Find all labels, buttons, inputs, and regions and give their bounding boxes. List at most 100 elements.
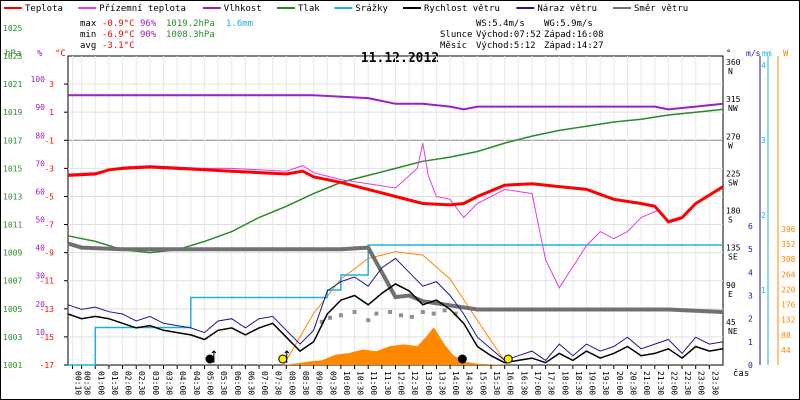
moonset-text: Západ:14:27 xyxy=(544,41,604,51)
hpa-tick-5: 1015 xyxy=(3,164,22,173)
time-tick-3: 01:30 xyxy=(110,371,119,395)
stat-max-temp: -0.9°C xyxy=(102,19,135,29)
ms-tick-3: 3 xyxy=(748,292,753,301)
deg-unit: ° xyxy=(726,49,731,59)
ms-tick-5: 1 xyxy=(748,338,753,347)
pct-tick-0: 100 xyxy=(31,75,46,84)
wind-dir-point-11 xyxy=(442,308,447,313)
dir-name-4: S xyxy=(728,216,733,225)
time-tick-17: 08:30 xyxy=(301,371,310,395)
time-tick-7: 03:30 xyxy=(165,371,174,395)
time-tick-9: 04:30 xyxy=(192,371,201,395)
time-tick-14: 07:00 xyxy=(260,371,269,395)
mm-tick-2: 2 xyxy=(761,211,766,220)
mm-tick-0: 4 xyxy=(761,61,766,70)
chart-title: 11.12.2012 xyxy=(361,51,439,66)
wind-ws: WS:5.4m/s xyxy=(476,19,525,29)
wind-dir-point-5 xyxy=(374,311,379,316)
legend-label-1: Přízemní teplota xyxy=(99,4,186,14)
w-tick-1: 352 xyxy=(781,240,796,249)
pct-tick-8: 20 xyxy=(35,300,45,309)
legend-label-3: Tlak xyxy=(298,4,320,14)
time-tick-23: 11:30 xyxy=(383,371,392,395)
c-tick-0: 3 xyxy=(49,80,54,89)
time-tick-45: 22:30 xyxy=(683,371,692,395)
dir-name-1: NW xyxy=(728,104,738,113)
ms-unit: m/s xyxy=(746,49,761,58)
wind-wg: WG:5.9m/s xyxy=(544,19,593,29)
dir-name-2: W xyxy=(728,141,733,150)
time-tick-18: 09:00 xyxy=(315,371,324,395)
time-tick-32: 16:00 xyxy=(506,371,515,395)
pct-tick-3: 70 xyxy=(35,159,45,168)
ms-tick-1: 5 xyxy=(748,245,753,254)
time-tick-1: 00:30 xyxy=(83,371,92,395)
solar-area xyxy=(283,327,508,365)
dir-name-3: SW xyxy=(728,178,738,187)
marker-moonset xyxy=(457,354,467,364)
hpa-tick-3: 1019 xyxy=(3,108,22,117)
w-tick-3: 264 xyxy=(781,270,796,279)
ms-tick-6: 0 xyxy=(748,361,753,370)
c-tick-2: -1 xyxy=(44,136,54,145)
wind-dir-point-0 xyxy=(319,319,324,324)
time-tick-44: 22:00 xyxy=(669,371,678,395)
c-tick-8: -13 xyxy=(40,305,55,314)
hpa-tick-12: 1001 xyxy=(3,361,22,370)
dir-name-5: SE xyxy=(728,253,738,262)
hpa-unit: hPa xyxy=(5,49,21,59)
moonrise-text: Východ:5:12 xyxy=(476,41,536,51)
wind-dir-point-10 xyxy=(431,311,436,316)
dir-deg-3: 225 xyxy=(726,169,741,178)
legend-label-5: Rychlost větru xyxy=(424,4,500,14)
stat-rain: 1.6mm xyxy=(226,19,253,29)
hpa-tick-7: 1011 xyxy=(3,221,22,230)
stat-min-label: min xyxy=(80,30,96,40)
wind-dir-point-9 xyxy=(420,309,425,314)
legend-label-2: Vlhkost xyxy=(224,4,262,14)
c-unit: °C xyxy=(55,49,66,59)
dir-deg-7: 45 xyxy=(726,318,736,327)
time-tick-31: 15:30 xyxy=(492,371,501,395)
wind-dir-point-2 xyxy=(338,313,343,318)
legend-label-6: Náraz větru xyxy=(537,4,597,14)
wind-dir-point-7 xyxy=(398,313,403,318)
dir-deg-2: 270 xyxy=(726,132,741,141)
marker-arrow-moonrise xyxy=(211,350,217,363)
ground-temp-line xyxy=(67,142,724,289)
time-tick-42: 21:00 xyxy=(642,371,651,395)
time-tick-13: 06:30 xyxy=(246,371,255,395)
time-tick-41: 20:30 xyxy=(628,371,637,395)
marker-arrow-sunrise xyxy=(284,350,290,363)
c-tick-9: -15 xyxy=(40,333,55,342)
wind-dir-point-1 xyxy=(328,315,332,320)
time-tick-16: 08:00 xyxy=(287,371,296,395)
w-tick-5: 176 xyxy=(781,301,796,310)
dir-name-6: E xyxy=(728,290,733,299)
time-tick-25: 12:30 xyxy=(410,371,419,395)
time-tick-26: 13:00 xyxy=(424,371,433,395)
dir-name-0: N xyxy=(728,67,733,76)
pct-unit: % xyxy=(37,49,43,59)
w-tick-6: 132 xyxy=(781,316,796,325)
legend-label-0: Teplota xyxy=(25,4,63,14)
time-tick-8: 04:00 xyxy=(178,371,187,395)
time-tick-12: 06:00 xyxy=(233,371,242,395)
hpa-tick-10: 1005 xyxy=(3,305,22,314)
wind-dir-point-8 xyxy=(409,314,414,319)
time-tick-34: 17:00 xyxy=(533,371,542,395)
w-tick-0: 396 xyxy=(781,225,796,234)
hpa-tick-1: 1023 xyxy=(3,52,22,61)
pct-tick-4: 60 xyxy=(35,187,45,196)
sunrise-text: Východ:07:52 xyxy=(476,30,541,40)
time-tick-10: 05:00 xyxy=(205,371,214,395)
stat-avg-label: avg xyxy=(80,41,96,51)
pct-tick-6: 40 xyxy=(35,244,45,253)
time-tick-20: 10:00 xyxy=(342,371,351,395)
hpa-tick-11: 1003 xyxy=(3,333,22,342)
stat-min-press: 1008.3hPa xyxy=(166,30,215,40)
pct-tick-9: 10 xyxy=(35,328,45,337)
